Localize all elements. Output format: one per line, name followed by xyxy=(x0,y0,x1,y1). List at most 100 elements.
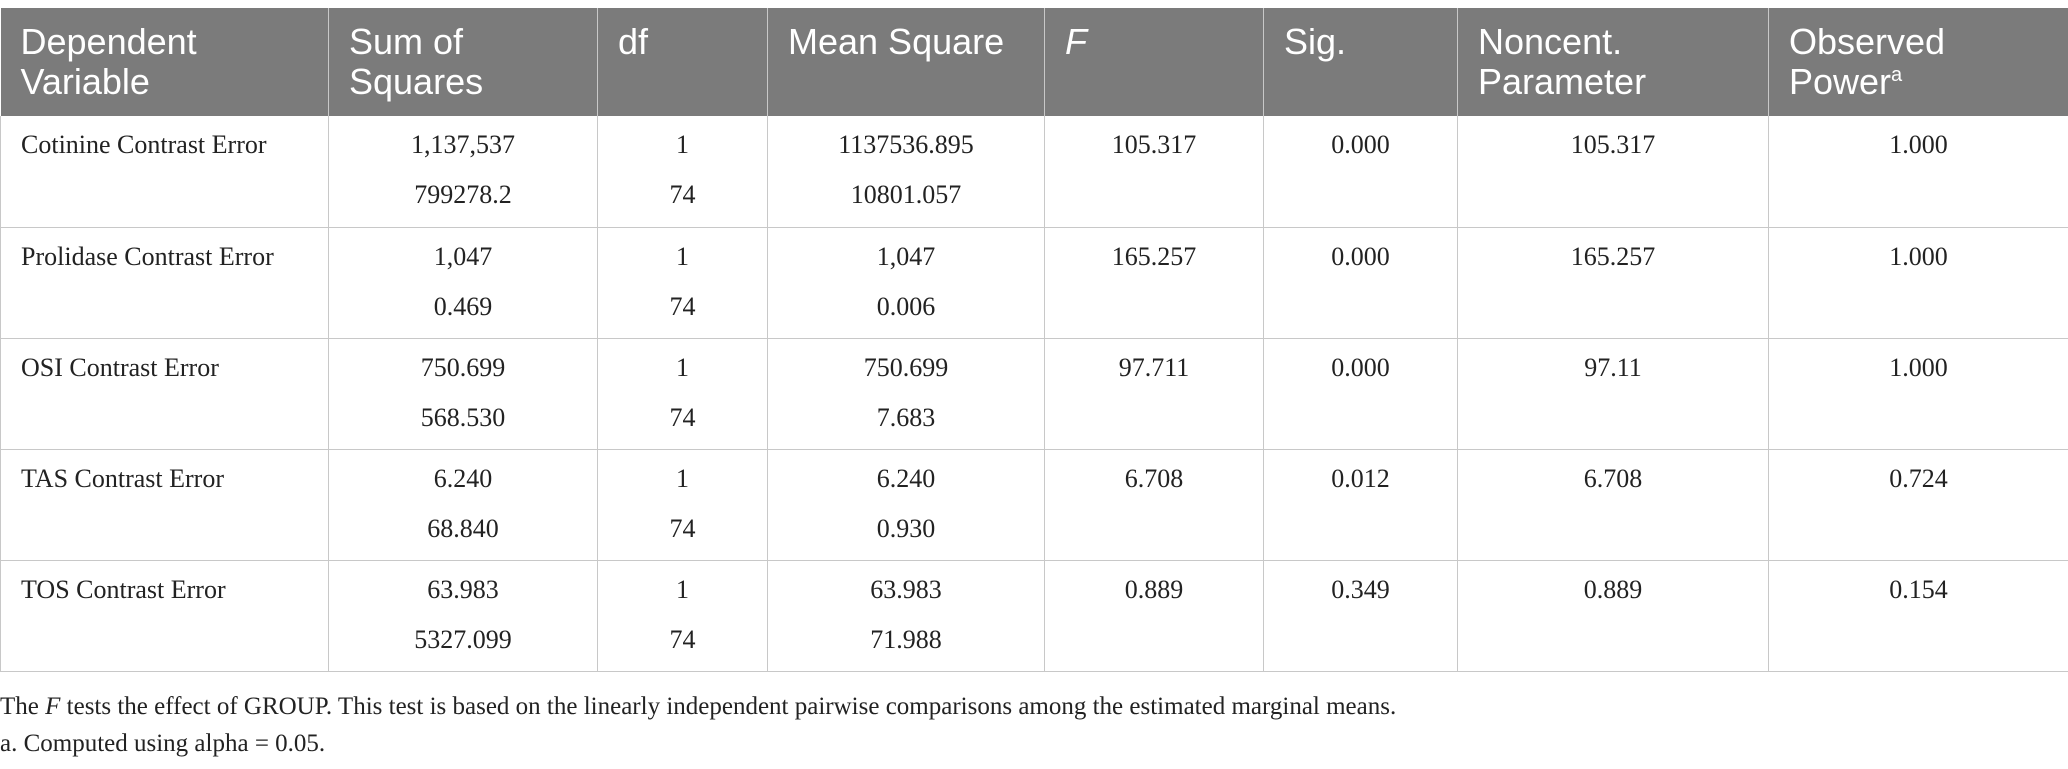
cell-mean-square-value: 63.983 xyxy=(870,574,942,604)
footnote-general-text: tests the effect of GROUP. This test is … xyxy=(60,693,1397,720)
footnote-general-f: F xyxy=(45,693,61,720)
cell-dependent-variable-value: Cotinine Contrast Error xyxy=(21,130,267,159)
cell-observed-power: 0.154 xyxy=(1768,560,2068,672)
cell-sum-of-squares-value: 6.240 xyxy=(433,463,493,493)
cell-df: 1 74 xyxy=(597,338,768,450)
cell-df-value: 74 xyxy=(669,180,696,209)
cell-dependent-variable: OSI Contrast Error xyxy=(0,338,329,450)
cell-df-value: 1 xyxy=(676,574,689,604)
cell-observed-power-value: 0.724 xyxy=(1889,463,1948,493)
cell-observed-power: 1.000 xyxy=(1768,338,2068,450)
cell-df: 1 74 xyxy=(597,116,768,228)
cell-sum-of-squares: 1,137,537 799278.2 xyxy=(328,116,598,228)
cell-f-value: 6.708 xyxy=(1124,463,1184,493)
cell-f: 97.711 xyxy=(1044,338,1264,450)
table-row: Cotinine Contrast Error 1,137,537 799278.2… xyxy=(0,116,2068,228)
footnote-marker: a xyxy=(1891,64,1903,86)
cell-df: 1 74 xyxy=(597,449,768,561)
cell-f: 105.317 xyxy=(1044,116,1264,228)
table-header-row: Dependent Variable Sum of Squares df Mea… xyxy=(0,8,2068,116)
cell-sig-value: 0.012 xyxy=(1331,463,1390,493)
cell-noncent-parameter-value: 165.257 xyxy=(1570,241,1656,271)
cell-mean-square-value: 1137536.895 xyxy=(838,130,974,159)
cell-sum-of-squares-value: 1,047 xyxy=(433,241,493,271)
cell-sum-of-squares-value: 1,137,537 xyxy=(411,130,515,159)
cell-dependent-variable-value: Prolidase Contrast Error xyxy=(21,241,274,271)
cell-mean-square-value: 71.988 xyxy=(870,624,942,654)
cell-mean-square: 1,047 0.006 xyxy=(767,227,1045,339)
cell-sig-value: 0.349 xyxy=(1331,574,1390,604)
table-row: TOS Contrast Error 63.983 5327.099 1 74 63.98… xyxy=(0,560,2068,672)
cell-df-value: 74 xyxy=(669,402,696,432)
cell-noncent-parameter: 97.11 xyxy=(1457,338,1769,450)
cell-df: 1 74 xyxy=(597,560,768,672)
cell-mean-square-value: 750.699 xyxy=(863,352,949,382)
header-dependent-variable: Dependent Variable xyxy=(0,8,329,116)
cell-noncent-parameter-value: 0.889 xyxy=(1583,574,1643,604)
cell-f-value: 0.889 xyxy=(1124,574,1184,604)
cell-f: 165.257 xyxy=(1044,227,1264,339)
cell-sum-of-squares: 750.699 568.530 xyxy=(328,338,598,450)
cell-sum-of-squares-value: 750.699 xyxy=(420,352,506,382)
cell-noncent-parameter-value: 97.11 xyxy=(1584,352,1642,382)
cell-noncent-parameter: 6.708 xyxy=(1457,449,1769,561)
header-df: df xyxy=(597,8,768,116)
cell-sum-of-squares-value: 0.469 xyxy=(433,291,493,321)
cell-dependent-variable: Prolidase Contrast Error xyxy=(0,227,329,339)
cell-observed-power: 1.000 xyxy=(1768,227,2068,339)
table-footnotes: The F tests the effect of GROUP. This te… xyxy=(0,688,2068,762)
header-sum-of-squares: Sum of Squares xyxy=(328,8,598,116)
cell-sig: 0.012 xyxy=(1263,449,1458,561)
cell-f-value: 165.257 xyxy=(1111,241,1197,271)
cell-mean-square-value: 10801.057 xyxy=(850,180,962,209)
table-row: OSI Contrast Error 750.699 568.530 1 74 750.6… xyxy=(0,338,2068,450)
cell-sum-of-squares: 6.240 68.840 xyxy=(328,449,598,561)
cell-f-value: 97.711 xyxy=(1118,352,1190,382)
cell-dependent-variable-value: TOS Contrast Error xyxy=(21,574,226,604)
cell-sig: 0.000 xyxy=(1263,338,1458,450)
cell-noncent-parameter: 165.257 xyxy=(1457,227,1769,339)
cell-sum-of-squares-value: 5327.099 xyxy=(414,624,512,654)
cell-mean-square: 1137536.895 10801.057 xyxy=(767,116,1045,228)
header-sig: Sig. xyxy=(1263,8,1458,116)
cell-df-value: 74 xyxy=(669,291,696,321)
header-mean-square: Mean Square xyxy=(767,8,1045,116)
cell-df-value: 1 xyxy=(676,352,689,382)
cell-mean-square: 750.699 7.683 xyxy=(767,338,1045,450)
cell-sig-value: 0.000 xyxy=(1331,130,1390,159)
cell-mean-square-value: 0.930 xyxy=(876,513,936,543)
footnote-general-prefix: The xyxy=(0,693,46,720)
table-row: TAS Contrast Error 6.240 68.840 1 74 6.240 0.9… xyxy=(0,449,2068,561)
cell-sig: 0.000 xyxy=(1263,116,1458,228)
results-table: Dependent Variable Sum of Squares df Mea… xyxy=(0,8,2068,672)
cell-noncent-parameter: 105.317 xyxy=(1457,116,1769,228)
cell-df: 1 74 xyxy=(597,227,768,339)
cell-dependent-variable: TOS Contrast Error xyxy=(0,560,329,672)
cell-sum-of-squares-value: 799278.2 xyxy=(414,180,512,209)
cell-observed-power-value: 1.000 xyxy=(1889,241,1948,271)
cell-sum-of-squares-value: 568.530 xyxy=(420,402,506,432)
header-noncent-parameter: Noncent. Parameter xyxy=(1457,8,1769,116)
cell-dependent-variable-value: OSI Contrast Error xyxy=(21,352,219,382)
cell-sig-value: 0.000 xyxy=(1331,352,1390,382)
cell-df-value: 74 xyxy=(669,513,696,543)
cell-df-value: 1 xyxy=(676,130,689,159)
cell-f-value: 105.317 xyxy=(1111,130,1197,159)
cell-noncent-parameter-value: 6.708 xyxy=(1583,463,1643,493)
cell-sig-value: 0.000 xyxy=(1331,241,1390,271)
cell-noncent-parameter: 0.889 xyxy=(1457,560,1769,672)
cell-observed-power-value: 1.000 xyxy=(1889,352,1948,382)
cell-observed-power: 1.000 xyxy=(1768,116,2068,228)
cell-sum-of-squares-value: 68.840 xyxy=(427,513,499,543)
cell-observed-power: 0.724 xyxy=(1768,449,2068,561)
cell-noncent-parameter-value: 105.317 xyxy=(1570,130,1656,159)
cell-sig: 0.349 xyxy=(1263,560,1458,672)
header-observed-power-label: Observed Power xyxy=(1789,21,1946,102)
cell-mean-square-value: 6.240 xyxy=(876,463,936,493)
cell-observed-power-value: 0.154 xyxy=(1889,574,1948,604)
cell-f: 0.889 xyxy=(1044,560,1264,672)
cell-df-value: 1 xyxy=(676,463,689,493)
cell-dependent-variable: TAS Contrast Error xyxy=(0,449,329,561)
table-row: Prolidase Contrast Error 1,047 0.469 1 74 1,0… xyxy=(0,227,2068,339)
footnote-a: a. Computed using alpha = 0.05. xyxy=(0,730,326,757)
